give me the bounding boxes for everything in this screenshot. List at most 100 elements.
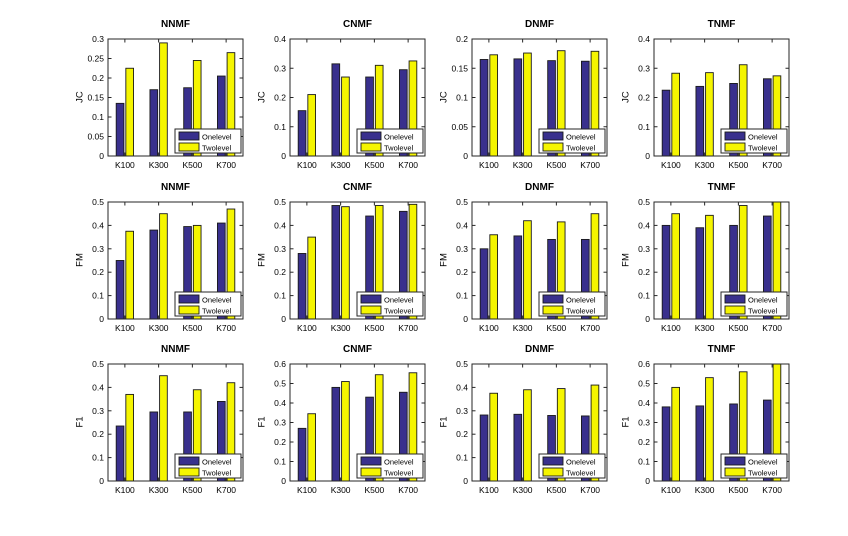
- y-tick-label: 0.1: [92, 453, 104, 463]
- axes-box: [653, 38, 790, 157]
- y-tick-label: 0.3: [92, 34, 104, 44]
- axes-box: [289, 363, 426, 482]
- y-tick-label: 0.3: [638, 244, 650, 254]
- chart-title: NNMF: [161, 344, 190, 355]
- plot-area: 0 0.1 0.2 0.3 0.4 0.5 0.6 K100 K300 K500 K700 Onele…: [274, 359, 426, 495]
- legend-label-onelevel: Onelevel: [748, 133, 778, 142]
- axes-box: [471, 38, 608, 157]
- bar-twolevel-k100: [125, 67, 134, 157]
- legend-label-twolevel: Twolevel: [384, 307, 414, 316]
- x-tick-label: K700: [216, 160, 236, 170]
- x-tick-label: K500: [182, 160, 202, 170]
- y-tick-label: 0.1: [456, 291, 468, 301]
- y-tick-label: 0.4: [638, 220, 650, 230]
- legend-swatch-twolevel: [542, 305, 564, 315]
- x-tick-label: K100: [115, 323, 135, 333]
- y-tick-label: 0.5: [274, 197, 286, 207]
- y-tick-label: 0.4: [92, 220, 104, 230]
- y-tick-label: 0.2: [456, 267, 468, 277]
- legend-label-twolevel: Twolevel: [384, 469, 414, 478]
- x-tick-label: K100: [297, 485, 317, 495]
- bar-twolevel-k100: [125, 230, 134, 320]
- x-tick-label: K500: [728, 485, 748, 495]
- bar-twolevel-k100: [489, 54, 498, 157]
- y-tick-label: 0.3: [92, 244, 104, 254]
- bar-onelevel-k100: [661, 224, 671, 320]
- x-tick-label: K100: [479, 323, 499, 333]
- x-tick-label: K300: [513, 323, 533, 333]
- x-tick-label: K100: [297, 323, 317, 333]
- y-tick-label: 0.6: [638, 359, 650, 369]
- y-tick-label: 0.4: [274, 220, 286, 230]
- legend-swatch-onelevel: [178, 131, 200, 141]
- axes-box: [289, 38, 426, 157]
- y-tick-label: 0.4: [274, 398, 286, 408]
- legend-swatch-onelevel: [360, 131, 382, 141]
- y-tick-label: 0.1: [638, 457, 650, 467]
- bar-twolevel-k100: [489, 392, 498, 482]
- legend-swatch-onelevel: [724, 456, 746, 466]
- y-tick-label: 0.1: [274, 457, 286, 467]
- x-tick-label: K500: [182, 485, 202, 495]
- legend-swatch-twolevel: [724, 467, 746, 477]
- x-tick-label: K500: [546, 485, 566, 495]
- bar-twolevel-k100: [307, 413, 316, 482]
- y-tick-label: 0.3: [92, 406, 104, 416]
- legend-swatch-twolevel: [360, 142, 382, 152]
- legend-swatch-onelevel: [542, 131, 564, 141]
- legend-swatch-onelevel: [360, 456, 382, 466]
- x-tick-label: K500: [364, 160, 384, 170]
- bar-onelevel-k300: [695, 405, 705, 482]
- x-tick-label: K300: [331, 160, 351, 170]
- y-tick-label: 0.3: [456, 244, 468, 254]
- bar-onelevel-k300: [513, 235, 523, 320]
- bar-twolevel-k100: [671, 386, 680, 482]
- legend-label-onelevel: Onelevel: [202, 296, 232, 305]
- y-tick-label: 0: [645, 151, 650, 161]
- plot-area: 0 0.1 0.2 0.3 0.4 0.5 K100 K300 K500 K700 Onelevel…: [638, 197, 790, 333]
- bar-twolevel-k100: [125, 393, 134, 482]
- y-tick-label: 0: [281, 476, 286, 486]
- legend-swatch-onelevel: [724, 294, 746, 304]
- legend-swatch-onelevel: [360, 294, 382, 304]
- y-tick-label: 0.2: [274, 437, 286, 447]
- x-tick-label: K100: [297, 160, 317, 170]
- legend-label-onelevel: Onelevel: [202, 133, 232, 142]
- bar-twolevel-k300: [159, 375, 168, 482]
- y-tick-label: 0.3: [274, 63, 286, 73]
- legend-label-twolevel: Twolevel: [748, 307, 778, 316]
- y-tick-label: 0.5: [456, 197, 468, 207]
- plot-area: 0 0.1 0.2 0.3 0.4 0.5 K100 K300 K500 K700 Onelevel…: [456, 359, 608, 495]
- bar-onelevel-k100: [297, 253, 307, 320]
- y-tick-label: 0.1: [638, 122, 650, 132]
- y-tick-label: 0.3: [274, 244, 286, 254]
- y-tick-label: 0.4: [456, 220, 468, 230]
- x-tick-label: K500: [364, 323, 384, 333]
- x-tick-label: K700: [762, 485, 782, 495]
- x-tick-label: K100: [661, 323, 681, 333]
- legend-label-onelevel: Onelevel: [566, 133, 596, 142]
- chart-title: TNMF: [707, 19, 736, 30]
- y-tick-label: 0.3: [638, 418, 650, 428]
- x-tick-label: K300: [513, 485, 533, 495]
- bar-onelevel-k300: [695, 85, 705, 157]
- subplot-fm-nnmf: NNMF FM 0 0.1 0.2 0.3 0.4 0.5 K100 K300 K500 K700…: [48, 181, 258, 343]
- chart-title: DNMF: [525, 19, 554, 30]
- y-tick-label: 0.15: [451, 63, 468, 73]
- x-tick-label: K300: [149, 323, 169, 333]
- y-tick-label: 0.4: [638, 398, 650, 408]
- legend-swatch-twolevel: [360, 305, 382, 315]
- bar-twolevel-k300: [341, 206, 350, 320]
- subplot-f1-cnmf: CNMF F1 0 0.1 0.2 0.3 0.4 0.5 0.6 K100 K300 K500 K…: [230, 343, 440, 505]
- axes-box: [471, 201, 608, 320]
- y-tick-label: 0.1: [274, 122, 286, 132]
- axes-box: [653, 363, 790, 482]
- subplot-fm-tnmf: TNMF FM 0 0.1 0.2 0.3 0.4 0.5 K100 K300 K500 K700…: [594, 181, 804, 343]
- legend-label-twolevel: Twolevel: [202, 307, 232, 316]
- legend-label-twolevel: Twolevel: [566, 144, 596, 153]
- x-tick-label: K700: [398, 160, 418, 170]
- legend-swatch-twolevel: [542, 142, 564, 152]
- legend-swatch-twolevel: [724, 142, 746, 152]
- bar-onelevel-k100: [479, 414, 489, 482]
